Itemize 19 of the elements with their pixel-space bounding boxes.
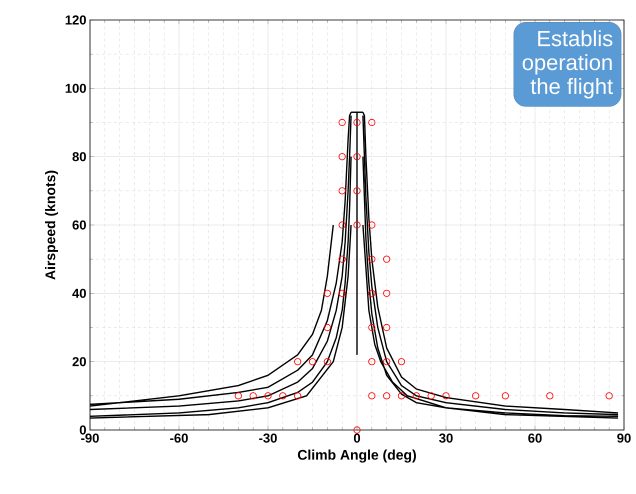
x-tick-label: 30: [439, 434, 453, 443]
y-tick-label: 80: [72, 152, 86, 162]
y-tick-label: 120: [66, 15, 86, 25]
y-tick-label: 100: [66, 84, 86, 93]
annotation: Establis: [538, 30, 612, 46]
y-axis-title: Airspeed (knots): [45, 170, 58, 280]
y-tick-label: 40: [72, 288, 86, 298]
x-tick-label: -30: [259, 434, 277, 443]
x-axis-title: Climb Angle (deg): [298, 450, 416, 463]
x-tick-label: 0: [354, 434, 360, 443]
x-tick-label: -90: [81, 434, 99, 443]
y-tick-label: 60: [72, 220, 86, 230]
x-tick-label: -60: [170, 434, 188, 443]
y-tick-label: 20: [72, 357, 86, 366]
x-tick-label: 90: [617, 434, 631, 443]
y-tick-label: 0: [80, 425, 86, 435]
annotation: the flight: [530, 78, 613, 98]
annotation: operation: [522, 54, 612, 75]
x-tick-label: 60: [528, 434, 542, 443]
